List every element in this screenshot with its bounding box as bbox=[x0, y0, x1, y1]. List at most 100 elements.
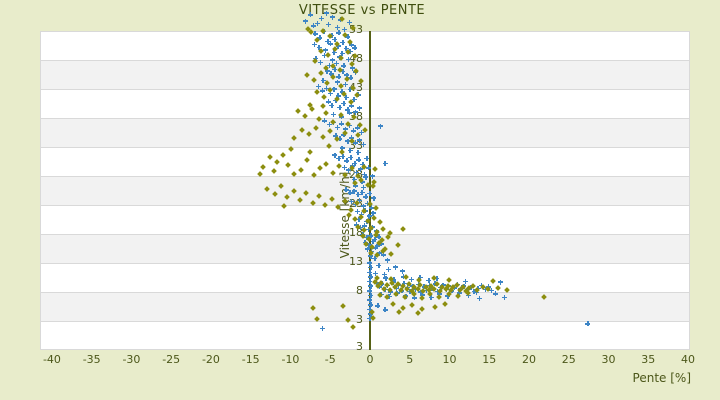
scatter-point bbox=[325, 38, 331, 44]
x-tick-label: 25 bbox=[561, 353, 576, 366]
scatter-point bbox=[357, 225, 363, 231]
grid-band bbox=[40, 263, 690, 292]
scatter-point bbox=[337, 105, 343, 111]
x-axis-title: Pente [%] bbox=[632, 371, 691, 385]
scatter-point bbox=[354, 125, 360, 131]
scatter-point bbox=[336, 74, 342, 80]
scatter-point bbox=[357, 137, 363, 143]
x-tick-label: -5 bbox=[324, 353, 336, 366]
scatter-point bbox=[456, 290, 462, 296]
scatter-point bbox=[434, 276, 440, 282]
scatter-point bbox=[327, 91, 333, 97]
scatter-point bbox=[346, 167, 351, 173]
scatter-point bbox=[359, 189, 365, 195]
scatter-point bbox=[345, 107, 351, 113]
scatter-point bbox=[365, 246, 371, 252]
scatter-point bbox=[336, 156, 342, 162]
scatter-point bbox=[343, 45, 349, 51]
scatter-point bbox=[341, 63, 347, 69]
x-tick-label: -25 bbox=[162, 353, 181, 366]
scatter-point bbox=[324, 68, 330, 74]
grid-band bbox=[40, 292, 690, 321]
x-tick-label: 35 bbox=[641, 353, 656, 366]
chart-title: VITESSE vs PENTE bbox=[298, 3, 426, 18]
scatter-point bbox=[356, 157, 362, 163]
scatter-point bbox=[371, 195, 377, 201]
scatter-point bbox=[326, 121, 332, 127]
scatter-point bbox=[340, 69, 346, 75]
scatter-point bbox=[382, 307, 388, 313]
x-tick-label: -10 bbox=[281, 353, 300, 366]
scatter-point bbox=[365, 165, 371, 171]
grid-band bbox=[40, 321, 690, 350]
scatter-point bbox=[328, 71, 334, 77]
scatter-point bbox=[377, 250, 382, 256]
scatter-point bbox=[336, 30, 342, 36]
scatter-point bbox=[367, 316, 373, 322]
y-tick-label: 8 bbox=[355, 284, 363, 297]
scatter-point bbox=[326, 99, 332, 105]
scatter-point bbox=[322, 118, 328, 124]
scatter-point bbox=[349, 42, 355, 48]
grid-band bbox=[40, 31, 690, 60]
scatter-point bbox=[352, 45, 358, 51]
scatter-point bbox=[323, 10, 329, 16]
scatter-point bbox=[342, 26, 348, 32]
scatter-point bbox=[333, 133, 339, 139]
x-tick-label: -35 bbox=[82, 353, 101, 366]
scatter-point bbox=[426, 277, 432, 283]
scatter-point bbox=[401, 280, 407, 286]
y-tick-label: 13 bbox=[348, 255, 363, 268]
scatter-point bbox=[334, 60, 340, 66]
scatter-point bbox=[391, 277, 397, 283]
x-tick-label: -20 bbox=[201, 353, 220, 366]
scatter-point bbox=[361, 223, 367, 229]
scatter-point bbox=[323, 85, 329, 91]
grid-band bbox=[40, 176, 690, 205]
scatter-point bbox=[355, 149, 361, 155]
scatter-point bbox=[349, 135, 355, 141]
scatter-point bbox=[373, 245, 379, 251]
x-tick-label: -15 bbox=[241, 353, 260, 366]
scatter-point bbox=[363, 194, 369, 200]
scatter-point bbox=[341, 101, 347, 106]
scatter-point bbox=[382, 160, 388, 166]
scatter-point bbox=[411, 295, 417, 301]
scatter-point bbox=[357, 105, 363, 111]
scatter-point bbox=[359, 179, 365, 185]
scatter-point bbox=[330, 112, 336, 118]
x-tick-label: 20 bbox=[521, 353, 536, 366]
scatter-point bbox=[332, 152, 338, 158]
x-tick-label: 30 bbox=[601, 353, 616, 366]
scatter-point bbox=[462, 279, 468, 285]
scatter-point bbox=[349, 199, 355, 205]
scatter-point bbox=[377, 123, 383, 129]
scatter-point bbox=[318, 59, 324, 65]
scatter-point bbox=[346, 110, 352, 116]
scatter-point bbox=[344, 72, 350, 78]
scatter-point bbox=[347, 190, 353, 196]
scatter-point bbox=[312, 31, 318, 37]
scatter-point bbox=[349, 65, 355, 71]
scatter-point bbox=[331, 49, 337, 55]
scatter-point bbox=[471, 288, 477, 294]
scatter-point bbox=[353, 183, 359, 189]
scatter-point bbox=[317, 35, 323, 41]
x-tick-label: -40 bbox=[42, 353, 61, 366]
scatter-point bbox=[361, 203, 367, 209]
grid-band bbox=[40, 89, 690, 118]
scatter-point bbox=[501, 294, 507, 300]
scatter-point bbox=[340, 40, 346, 46]
scatter-point bbox=[319, 88, 325, 94]
scatter-point bbox=[339, 145, 345, 151]
scatter-point bbox=[326, 62, 332, 68]
scatter-point bbox=[369, 205, 375, 211]
scatter-point bbox=[489, 287, 495, 293]
scatter-point bbox=[347, 147, 353, 153]
scatter-point bbox=[368, 253, 374, 259]
scatter-point bbox=[375, 303, 381, 309]
scatter-point bbox=[331, 86, 337, 92]
scatter-point bbox=[466, 292, 472, 298]
scatter-point bbox=[315, 84, 321, 90]
scatter-point bbox=[357, 166, 363, 172]
